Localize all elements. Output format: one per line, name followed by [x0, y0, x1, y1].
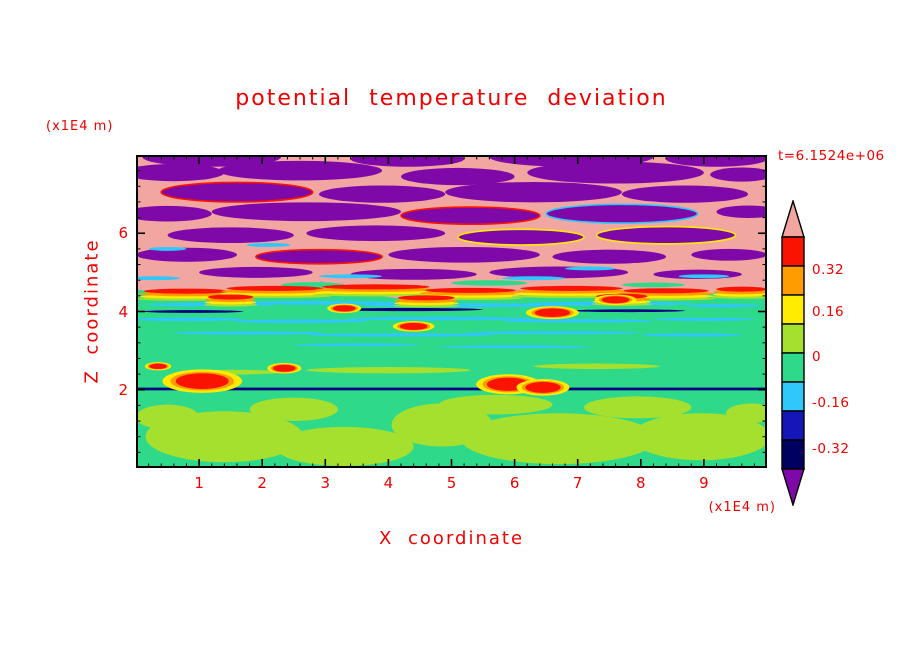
x-tick-label-9: 9	[699, 474, 709, 492]
colorbar-label-0.32: 0.32	[812, 262, 845, 279]
colorbar-segment-4	[781, 352, 805, 383]
x-tick-label-7: 7	[572, 474, 583, 492]
x-axis-unit: (x1E4 m)	[708, 500, 776, 515]
time-label: t=6.1524e+06	[778, 148, 885, 164]
y-tick-label-2: 2	[118, 380, 128, 399]
y-tick-label-6: 6	[118, 224, 128, 243]
colorbar-label-0.16: 0.16	[812, 304, 845, 321]
y-tick-labels: 2 4 6	[100, 155, 128, 468]
x-tick-label-3: 3	[320, 474, 331, 492]
x-tick-label-4: 4	[383, 474, 394, 492]
colorbar-segment-6	[781, 410, 805, 441]
colorbar-segment-7	[781, 439, 805, 470]
x-tick-label-2: 2	[257, 474, 267, 492]
x-tick-label-5: 5	[446, 474, 457, 492]
colorbar-segment-1	[781, 265, 805, 296]
colorbar-segment-2	[781, 294, 805, 325]
plot-frame	[136, 155, 767, 468]
x-tick-label-8: 8	[636, 474, 646, 492]
x-axis-title: X coordinate	[378, 528, 525, 549]
contour-plot	[136, 155, 767, 468]
y-axis-unit: (x1E4 m)	[46, 119, 114, 134]
chart-title: potential temperature deviation	[235, 86, 668, 111]
colorbar-segment-5	[781, 381, 805, 412]
colorbar-labels: 0.32 0.16 0 -0.16 -0.32	[812, 237, 872, 469]
colorbar-label--0.32: -0.32	[812, 440, 850, 457]
contour-field	[136, 155, 767, 468]
colorbar	[781, 200, 805, 506]
colorbar-bottom-arrow	[781, 468, 805, 506]
colorbar-segment-0	[781, 236, 805, 267]
x-tick-label-6: 6	[509, 474, 520, 492]
y-tick-label-4: 4	[118, 302, 128, 321]
colorbar-segment-3	[781, 323, 805, 354]
colorbar-label--0.16: -0.16	[812, 395, 850, 412]
x-tick-labels: 1 2 3 4 5 6 7 8 9	[136, 474, 767, 496]
colorbar-label-0: 0	[812, 348, 822, 365]
x-tick-label-1: 1	[194, 474, 204, 492]
colorbar-top-arrow	[781, 200, 805, 238]
